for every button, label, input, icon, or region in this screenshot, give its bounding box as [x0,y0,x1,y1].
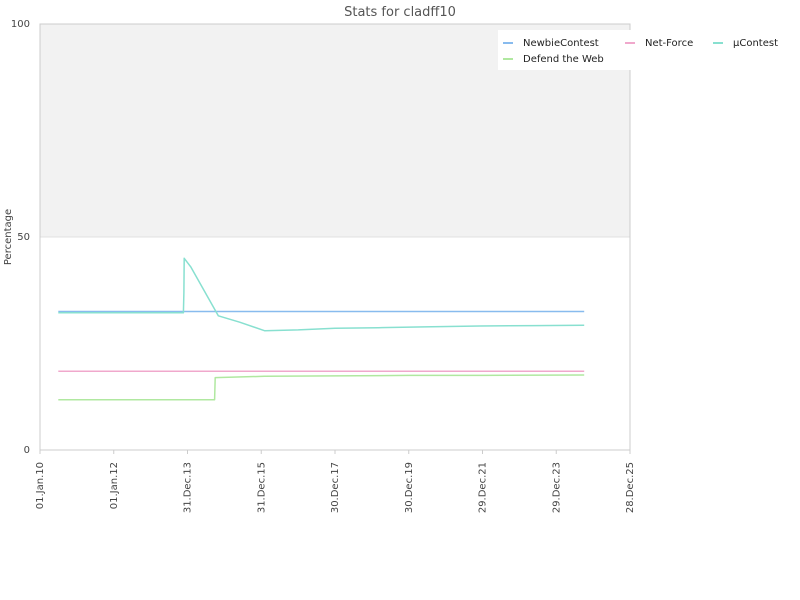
x-tick-label: 28.Dec.25 [625,462,636,513]
x-tick-label: 29.Dec.23 [551,462,562,513]
y-axis-label: Percentage [3,209,14,265]
x-tick-label: 31.Dec.15 [256,462,267,513]
legend-label: µContest [733,38,778,49]
x-tick-label: 30.Dec.19 [404,462,415,513]
legend-background [498,30,788,70]
y-tick-label: 100 [11,19,30,30]
x-tick-label: 30.Dec.17 [330,462,341,513]
legend-label: Defend the Web [523,54,604,65]
chart-title: Stats for cladff10 [344,5,456,20]
x-tick-label: 31.Dec.13 [183,462,194,513]
y-axis-ticks: 0 50 100 [11,19,30,456]
x-tick-label: 01.Jan.12 [109,462,120,509]
series-lines [58,257,585,401]
series-line-3 [58,374,585,401]
y-tick-label: 0 [24,445,30,456]
legend-label: NewbieContest [523,38,599,49]
legend: NewbieContest Net-Force µContest Defend the… [498,30,788,70]
x-axis-ticks: 01.Jan.10 01.Jan.12 31.Dec.13 31.Dec.15 30.D… [35,450,636,513]
series-line-2 [58,257,585,332]
x-tick-label: 29.Dec.21 [478,462,489,513]
y-tick-label: 50 [17,232,30,243]
x-tick-label: 01.Jan.10 [35,462,46,509]
legend-label: Net-Force [645,38,693,49]
